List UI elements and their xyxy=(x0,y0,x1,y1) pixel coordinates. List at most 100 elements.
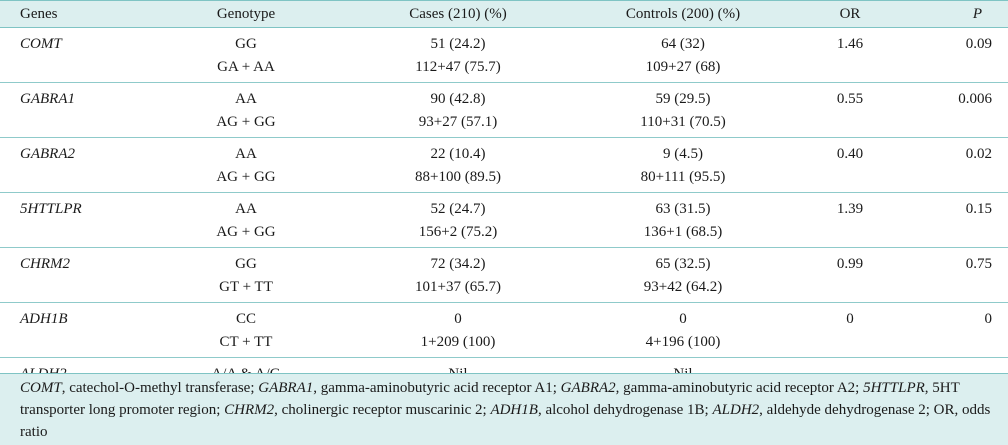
gene-name: GABRA2 xyxy=(20,146,75,162)
cases-value: 51 (24.2) xyxy=(430,36,486,52)
genotype-value: CC xyxy=(235,311,256,327)
header-genes: Genes xyxy=(0,0,150,28)
gene-name: ADH1B xyxy=(20,311,68,327)
footnote-definition: , alcohol dehydrogenase 1B; xyxy=(537,402,713,418)
cases-value: 52 (24.7) xyxy=(430,201,486,217)
header-p: P xyxy=(908,0,1008,28)
gene-cell: 5HTTLPR xyxy=(0,192,150,248)
p-value: 0.02 xyxy=(965,146,992,162)
footnote-abbr: 5HTTLPR xyxy=(863,380,925,396)
table-body: COMT GG GA + AA 51 (24.2) 112+47 (75.7) 64 (3… xyxy=(0,27,1008,413)
genotype-value: AA xyxy=(235,146,257,162)
footnote-abbr: ADH1B xyxy=(490,402,538,418)
controls-cell: 9 (4.5) 80+111 (95.5) xyxy=(574,137,792,193)
or-cell: 1.46 xyxy=(792,27,908,83)
cases-value: 93+27 (57.1) xyxy=(418,114,498,130)
cases-value: 0 xyxy=(454,311,462,327)
cases-value: 90 (42.8) xyxy=(430,91,486,107)
footnote-definition: , aldehyde dehydrogenase 2; OR, odds rat… xyxy=(20,402,991,440)
footnote-abbr: GABRA2 xyxy=(560,380,616,396)
p-cell: 0.09 xyxy=(908,27,1008,83)
controls-value: 0 xyxy=(679,311,687,327)
table-footnote: COMT, catechol-O-methyl transferase; GAB… xyxy=(0,373,1008,445)
gene-name: GABRA1 xyxy=(20,91,75,107)
header-or: OR xyxy=(792,0,908,28)
genotype-value: AA xyxy=(235,201,257,217)
p-value: 0.15 xyxy=(965,201,992,217)
header-genotype: Genotype xyxy=(150,0,342,28)
table-row: GABRA1 AA AG + GG 90 (42.8) 93+27 (57.1) 59 (… xyxy=(0,82,1008,138)
footnote-abbr: GABRA1 xyxy=(258,380,314,396)
or-cell: 0.99 xyxy=(792,247,908,303)
cases-value: 72 (34.2) xyxy=(430,256,486,272)
controls-value: 4+196 (100) xyxy=(645,334,721,350)
controls-cell: 63 (31.5) 136+1 (68.5) xyxy=(574,192,792,248)
controls-cell: 0 4+196 (100) xyxy=(574,302,792,358)
controls-value: 136+1 (68.5) xyxy=(643,224,723,240)
header-cases: Cases (210) (%) xyxy=(342,0,574,28)
cases-value: 88+100 (89.5) xyxy=(415,169,501,185)
controls-value: 93+42 (64.2) xyxy=(643,279,723,295)
p-value: 0.09 xyxy=(965,36,992,52)
cases-cell: 22 (10.4) 88+100 (89.5) xyxy=(342,137,574,193)
or-cell: 0.55 xyxy=(792,82,908,138)
controls-value: 110+31 (70.5) xyxy=(640,114,726,130)
cases-cell: 72 (34.2) 101+37 (65.7) xyxy=(342,247,574,303)
footnote-definition: , 5HT transporter long promoter region; xyxy=(20,380,960,418)
p-cell: 0 xyxy=(908,302,1008,358)
genotype-cell: CC CT + TT xyxy=(150,302,342,358)
table-row: ADH1B CC CT + TT 0 1+209 (100) 0 4+196 (100) 0 0 xyxy=(0,302,1008,358)
cases-value: 22 (10.4) xyxy=(430,146,486,162)
footnote-definition: , gamma-aminobutyric acid receptor A1; xyxy=(313,380,561,396)
controls-value: 64 (32) xyxy=(661,36,705,52)
controls-value: 80+111 (95.5) xyxy=(640,169,726,185)
or-value: 0.40 xyxy=(836,146,864,162)
footnote-abbr: ALDH2 xyxy=(712,402,760,418)
or-cell: 0.40 xyxy=(792,137,908,193)
or-value: 1.46 xyxy=(836,36,864,52)
table-row: CHRM2 GG GT + TT 72 (34.2) 101+37 (65.7) 65 (… xyxy=(0,247,1008,303)
gene-name: 5HTTLPR xyxy=(20,201,82,217)
table-row: GABRA2 AA AG + GG 22 (10.4) 88+100 (89.5) 9 (… xyxy=(0,137,1008,193)
genotype-cell: AA AG + GG xyxy=(150,82,342,138)
cases-cell: 52 (24.7) 156+2 (75.2) xyxy=(342,192,574,248)
genotype-cell: GG GA + AA xyxy=(150,27,342,83)
p-value: 0.006 xyxy=(958,91,992,107)
genotype-value: CT + TT xyxy=(219,334,273,350)
genotype-cell: GG GT + TT xyxy=(150,247,342,303)
table-row: 5HTTLPR AA AG + GG 52 (24.7) 156+2 (75.2) 63 … xyxy=(0,192,1008,248)
controls-cell: 64 (32) 109+27 (68) xyxy=(574,27,792,83)
cases-value: 101+37 (65.7) xyxy=(415,279,501,295)
gene-cell: ADH1B xyxy=(0,302,150,358)
table-row: COMT GG GA + AA 51 (24.2) 112+47 (75.7) 64 (3… xyxy=(0,27,1008,83)
p-cell: 0.02 xyxy=(908,137,1008,193)
gene-cell: CHRM2 xyxy=(0,247,150,303)
p-value: 0.75 xyxy=(965,256,992,272)
controls-value: 109+27 (68) xyxy=(645,59,721,75)
cases-value: 156+2 (75.2) xyxy=(418,224,498,240)
or-value: 0 xyxy=(846,311,854,327)
or-value: 1.39 xyxy=(836,201,864,217)
controls-cell: 59 (29.5) 110+31 (70.5) xyxy=(574,82,792,138)
genotype-value: GA + AA xyxy=(217,59,275,75)
gene-cell: GABRA1 xyxy=(0,82,150,138)
cases-cell: 51 (24.2) 112+47 (75.7) xyxy=(342,27,574,83)
controls-value: 9 (4.5) xyxy=(663,146,703,162)
p-cell: 0.006 xyxy=(908,82,1008,138)
footnote-abbr: COMT xyxy=(20,380,62,396)
footnote-definition: , cholinergic receptor muscarinic 2; xyxy=(274,402,491,418)
or-value: 0.55 xyxy=(836,91,864,107)
footnote-definition: , catechol-O-methyl transferase; xyxy=(61,380,259,396)
table-header-row: Genes Genotype Cases (210) (%) Controls … xyxy=(0,0,1008,28)
or-cell: 0 xyxy=(792,302,908,358)
cases-cell: 90 (42.8) 93+27 (57.1) xyxy=(342,82,574,138)
cases-value: 112+47 (75.7) xyxy=(415,59,501,75)
p-value: 0 xyxy=(984,311,993,327)
controls-value: 65 (32.5) xyxy=(655,256,711,272)
p-cell: 0.75 xyxy=(908,247,1008,303)
genotype-cell: AA AG + GG xyxy=(150,137,342,193)
gene-name: COMT xyxy=(20,36,62,52)
controls-value: 59 (29.5) xyxy=(655,91,711,107)
genotype-value: GG xyxy=(235,36,257,52)
